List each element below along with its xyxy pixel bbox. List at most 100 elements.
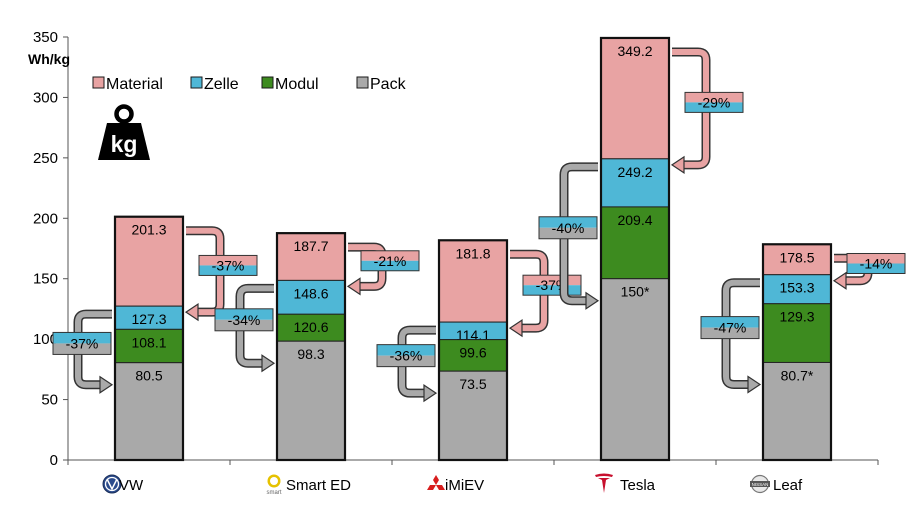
reduction-box-bottom [361,260,419,271]
weight-ring [114,104,134,124]
bar-value-material: 201.3 [131,222,166,238]
bar-value-pack: 73.5 [459,376,486,392]
reduction-box-top [377,344,435,356]
bar-value-pack: 80.7* [781,367,814,383]
reduction-box: -37% [52,331,112,355]
reduction-box-border [198,254,258,276]
reduction-box-top [685,92,743,103]
bar-value-module: 99.6 [459,345,486,361]
bar-outline [437,239,509,462]
y-axis-label: Wh/kg [28,51,70,67]
bar-segment-pack [600,278,670,461]
bar-segment-cell [600,158,670,208]
y-tick-label: 300 [33,89,58,106]
smart-wordmark: smart [267,490,282,496]
bar-segment-pack [114,362,184,461]
reduction-box-bottom [685,102,743,113]
y-tick-label: 100 [33,331,58,348]
reduction-box-border [360,250,420,272]
tesla-arc [595,473,613,477]
reduction-label: -29% [698,94,731,110]
y-tick-label: 250 [33,150,58,167]
category-label: Tesla [620,477,656,494]
arrow-head [585,291,600,310]
reduction-box-border [522,274,582,296]
reduction-box-bottom [539,227,597,239]
weight-text: kg [111,131,138,157]
nissan-bar [750,481,770,487]
reduction-box-bottom [701,327,759,339]
category-imiev: iMiEV [427,475,484,494]
bar-outline [275,232,347,462]
mitsubishi-diamond-left [427,485,436,490]
legend-label-modul: Modul [275,76,319,93]
reduction-box: -21% [360,250,420,272]
arrow-module-to-pack-0: -37% [52,309,114,394]
reduction-box-bottom [847,263,905,274]
arrow-head [346,277,361,296]
legend-label-material: Material [106,76,163,93]
reduction-box-top [199,255,257,266]
reduction-box-border [700,316,760,340]
arrow-head [423,384,438,403]
bar-value-cell: 153.3 [779,280,814,296]
kg-weight-icon: kg [98,104,150,160]
arrow-module-to-pack-4: -47% [700,278,762,394]
arrow-head [184,303,199,322]
bar-value-cell: 249.2 [617,164,652,180]
bar-group-smart-ed: 187.7 148.6 120.6 98.3 [275,232,347,462]
bar-value-material: 181.8 [455,245,490,261]
arrow-head [832,271,847,290]
tesla-logo-icon [595,473,613,493]
arrow-module-to-pack-1: -34% [214,283,276,373]
bars: 201.3127.3108.180.5187.7148.6120.698.318… [113,36,833,462]
reduction-box-border [538,216,598,240]
legend-label-zelle: Zelle [204,76,239,93]
mitsubishi-diamond-right [436,485,445,490]
reduction-box-border [52,331,112,355]
category-tesla: Tesla [595,473,656,494]
reduction-box-border [376,344,436,368]
reduction-label: -37% [212,257,245,273]
y-tick-label: 150 [33,271,58,288]
y-tick-label: 200 [33,210,58,227]
y-tick-label: 0 [50,452,58,469]
reduction-box-border [846,252,906,274]
category-smart-ed: smart Smart ED [267,474,351,496]
bar-value-module: 129.3 [779,309,814,325]
bar-segment-module [276,313,346,342]
bar-value-material: 178.5 [779,249,814,265]
category-labels: VW smart Smart ED iMiEV Tesla NISSAN Leaf [102,473,803,496]
reduction-box-bottom [53,343,111,355]
bar-value-module: 209.4 [617,212,652,228]
reduction-box-top [539,216,597,228]
bar-outline [599,36,671,462]
legend-swatch-modul [261,76,274,89]
reduction-box: -14% [846,252,906,274]
reduction-box-top [53,332,111,344]
arrow-material-to-cell-2: -37% [508,249,582,338]
bar-value-cell: 148.6 [293,285,328,301]
reduction-box-top [215,308,273,320]
bar-segment-pack [762,361,832,461]
bar-value-pack: 98.3 [297,346,324,362]
bar-value-cell: 127.3 [131,311,166,327]
nissan-logo-icon: NISSAN [750,474,770,494]
reduction-box-top [523,275,581,286]
axes: 0 50 100 150 200 250 300 350 Wh/kg [28,29,879,469]
reduction-box-bottom [215,319,273,331]
arrow-material-to-cell-0: -37% [184,226,258,322]
category-label: Smart ED [286,477,351,494]
reduction-label: -47% [714,320,747,336]
bar-segment-material [114,216,184,307]
bar-value-pack: 150* [621,284,650,300]
reduction-label: -14% [860,255,893,271]
vw-logo-icon [102,474,122,494]
category-label: iMiEV [445,477,484,494]
category-leaf: NISSAN Leaf [750,474,803,494]
bar-segment-module [600,206,670,280]
legend-swatch-pack [356,76,369,89]
bar-value-material: 187.7 [293,238,328,254]
reduction-box-border [684,91,744,113]
